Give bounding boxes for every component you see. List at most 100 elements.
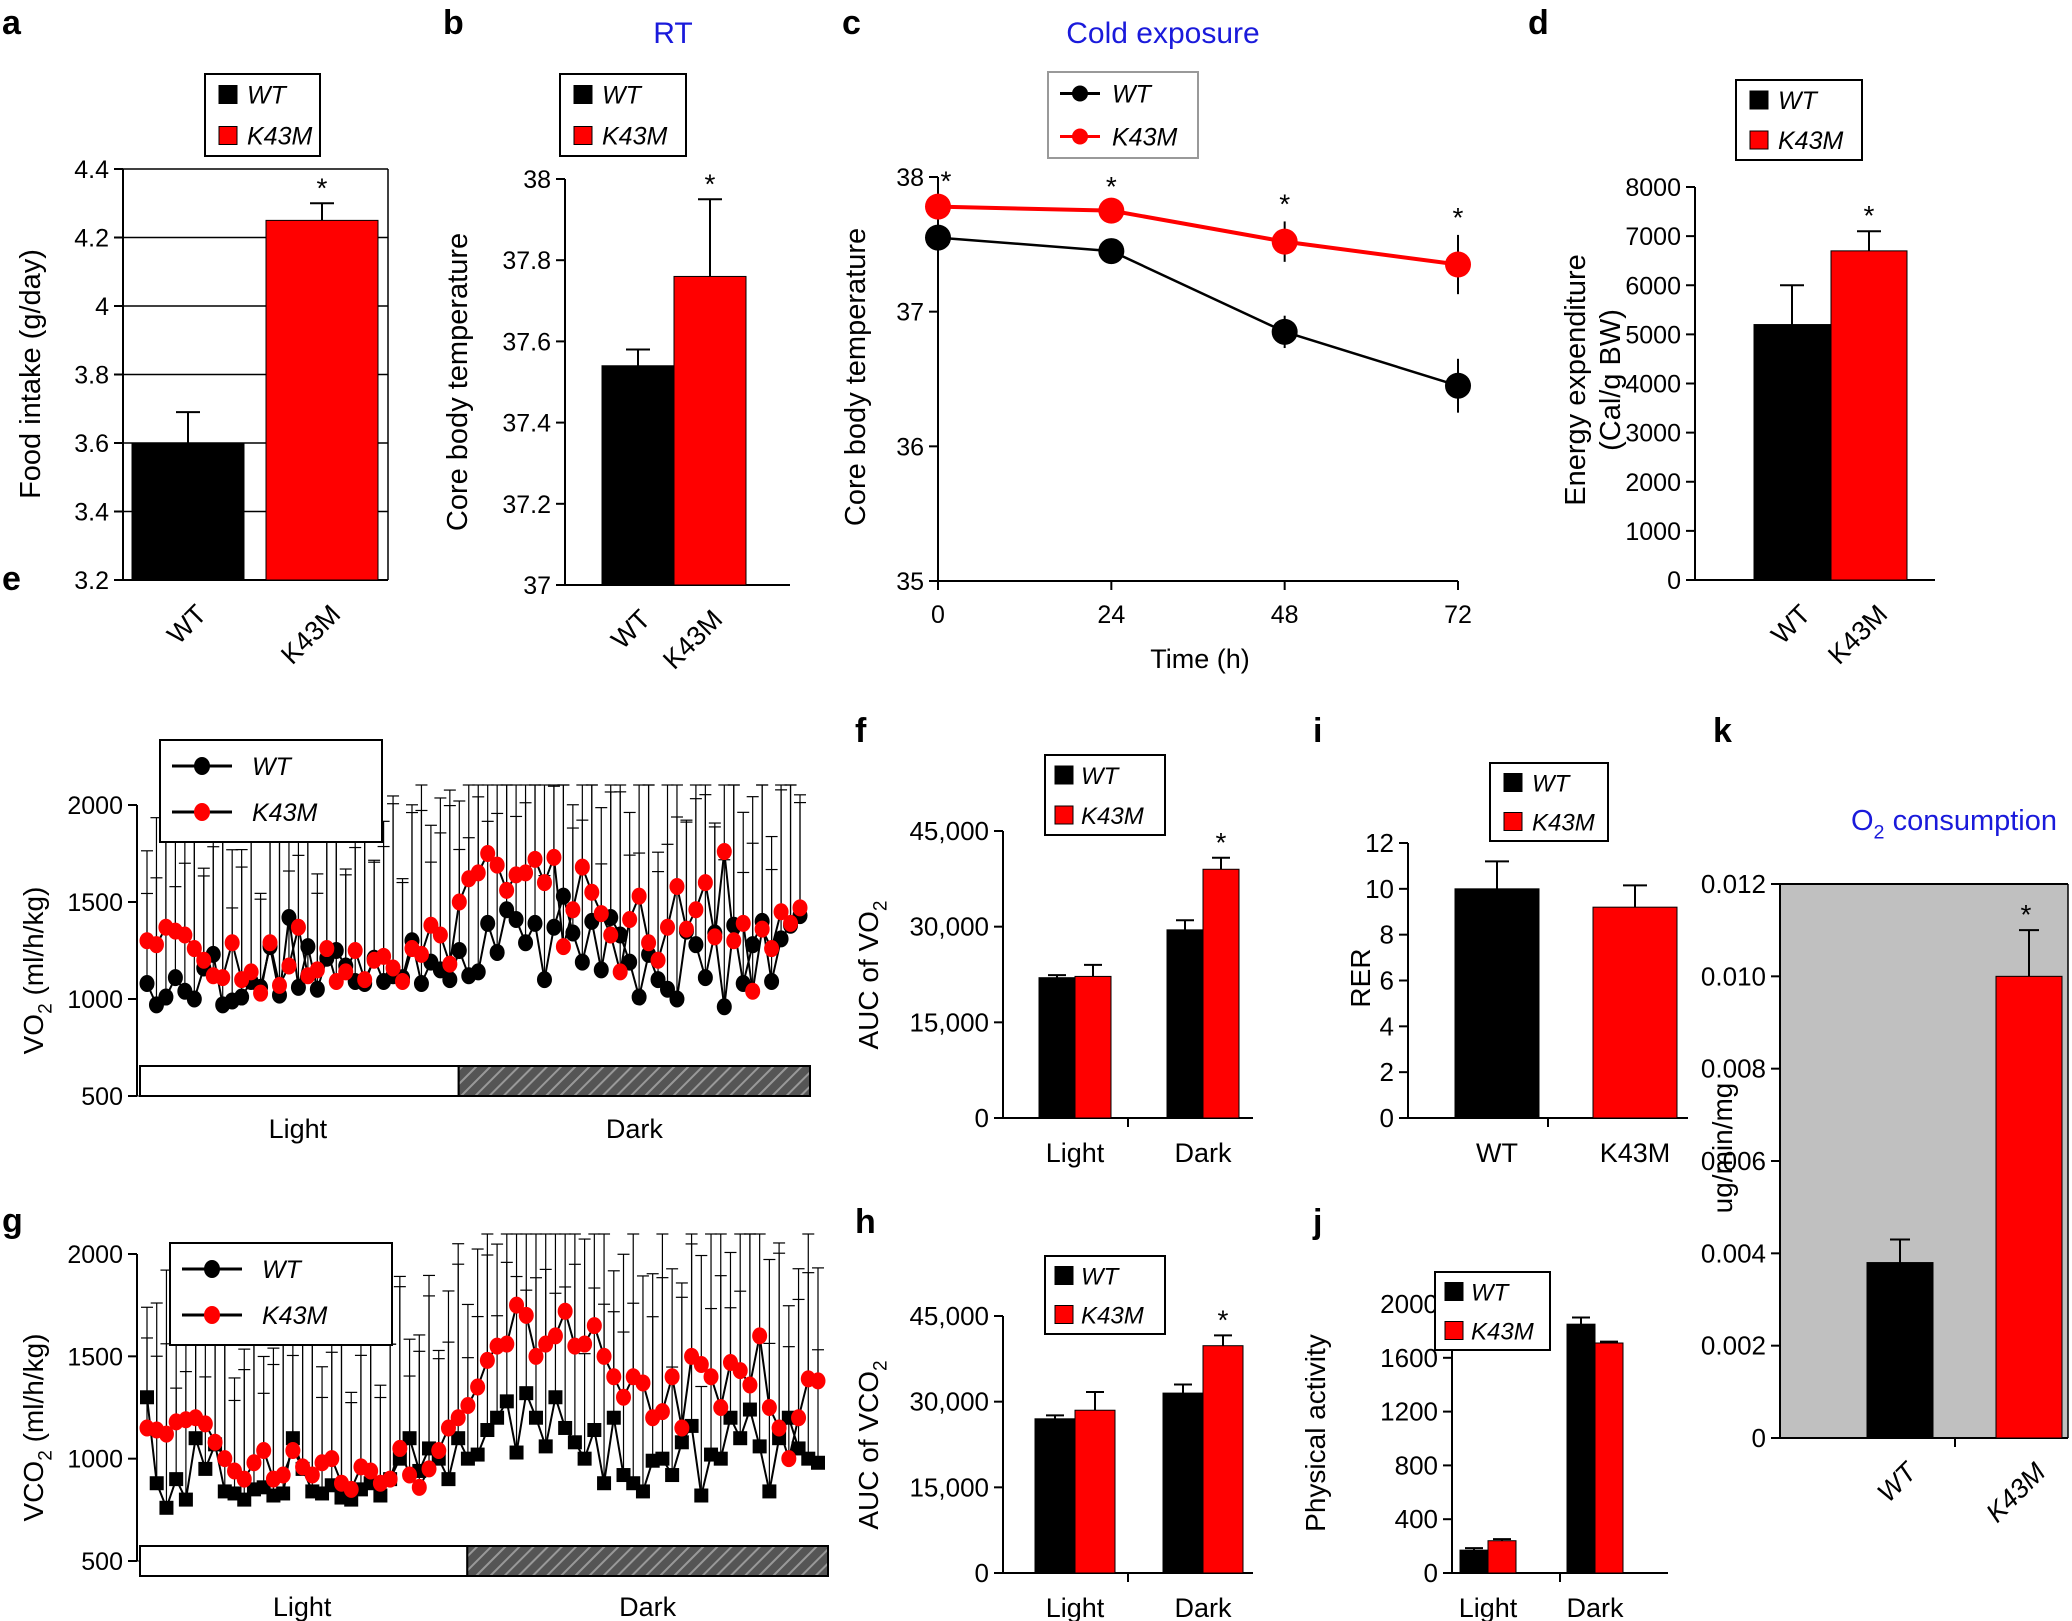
data-point-k43m <box>622 910 638 928</box>
panel-label: k <box>1713 712 1732 750</box>
data-point-wt <box>665 1468 680 1483</box>
y-tick-label: 0.006 <box>1701 1146 1766 1176</box>
y-tick-label: 1000 <box>1625 518 1681 546</box>
x-tick-label: Dark <box>1174 1138 1232 1168</box>
data-point-k43m <box>246 1454 262 1472</box>
data-point-k43m <box>771 1419 787 1437</box>
data-point-k43m <box>754 920 770 938</box>
y-tick-label: 800 <box>1395 1450 1438 1480</box>
data-point-k43m <box>186 940 202 958</box>
data-point-k43m <box>518 864 534 882</box>
y-axis-title: Core body temperature <box>442 233 474 531</box>
y-tick-label: 30,000 <box>909 1387 989 1417</box>
bar-wt-dark <box>1162 1392 1204 1574</box>
data-point-k43m <box>499 1335 515 1353</box>
data-point-k43m <box>669 877 685 895</box>
data-point-k43m <box>735 914 751 932</box>
data-point-wt <box>167 969 183 987</box>
legend-wt-marker <box>1072 85 1088 102</box>
data-point-wt <box>178 1492 193 1507</box>
data-point-wt <box>290 978 306 996</box>
legend-k43m-label: K43M <box>1081 803 1144 830</box>
x-tick-label: K43M <box>1600 1138 1671 1168</box>
data-point-k43m <box>761 1399 777 1416</box>
y-axis-title: VCO2 (ml/h/kg) <box>18 1334 56 1522</box>
legend-wt-marker <box>204 1260 220 1278</box>
bar-k43m-light <box>1074 975 1112 1119</box>
data-point-wt <box>149 1476 164 1491</box>
data-point-wt <box>548 1390 563 1405</box>
y-axis-title-main: AUC of VCO <box>853 1371 884 1530</box>
y-tick-label: 45,000 <box>909 1301 989 1331</box>
y-tick-label: 1000 <box>67 986 123 1014</box>
data-point-k43m <box>791 1409 807 1427</box>
data-point-k43m <box>606 1368 622 1386</box>
data-point-k43m <box>1445 251 1471 278</box>
legend-wt-label: WT <box>247 82 288 110</box>
y-tick-label: 15,000 <box>909 1007 989 1037</box>
data-point-k43m <box>442 955 458 973</box>
data-point-k43m <box>489 856 505 874</box>
significance-star: * <box>2021 899 2032 930</box>
data-point-k43m <box>635 1374 651 1392</box>
data-point-k43m <box>781 1450 797 1468</box>
data-point-k43m <box>480 845 496 862</box>
data-point-k43m <box>528 1347 544 1365</box>
legend-wt-swatch <box>1054 765 1074 785</box>
significance-star: * <box>317 172 328 203</box>
data-point-k43m <box>546 848 562 866</box>
significance-star: * <box>705 168 716 199</box>
data-point-wt <box>764 973 780 991</box>
bar-k43m <box>265 219 379 581</box>
legend-box <box>1047 71 1199 159</box>
data-point-wt <box>688 936 704 954</box>
data-point-wt <box>480 914 496 932</box>
y-tick-label: 38 <box>896 164 924 192</box>
y-tick-label: 2000 <box>1625 469 1681 497</box>
data-point-k43m <box>451 893 467 911</box>
data-point-k43m <box>479 1351 495 1369</box>
light-period-bar <box>139 1065 460 1097</box>
light-period-bar <box>139 1545 469 1577</box>
data-point-wt <box>587 1423 602 1438</box>
data-point-k43m <box>236 1470 252 1488</box>
data-point-k43m <box>207 1433 223 1451</box>
y-tick-label: 8 <box>1380 920 1394 950</box>
y-tick-label: 0.004 <box>1701 1238 1766 1268</box>
data-point-k43m <box>660 918 676 936</box>
y-axis-title: AUC of VCO2 <box>853 1360 891 1529</box>
data-point-k43m <box>783 914 799 932</box>
significance-star: * <box>1106 171 1117 202</box>
y-tick-label: 0 <box>1667 567 1681 595</box>
y-tick-label: 0 <box>1752 1423 1766 1453</box>
y-axis-title-rest: (ml/h/kg) <box>18 1334 49 1451</box>
legend-k43m-label: K43M <box>252 799 317 827</box>
data-point-wt <box>694 1488 709 1503</box>
data-point-k43m <box>1271 228 1298 255</box>
x-tick-label: 0 <box>931 601 945 629</box>
bar-wt-dark <box>1166 929 1204 1119</box>
data-point-k43m <box>324 1450 340 1468</box>
legend-wt-label: WT <box>1081 1264 1121 1291</box>
data-point-k43m <box>402 1466 418 1484</box>
data-point-k43m <box>577 1335 593 1353</box>
y-tick-label: 500 <box>81 1083 123 1111</box>
y-tick-label: 0 <box>1424 1558 1438 1588</box>
panel-label: f <box>855 712 867 750</box>
data-point-wt <box>451 942 467 959</box>
legend-wt-swatch <box>218 85 238 104</box>
panel-label: c <box>842 4 861 42</box>
y-tick-label: 4000 <box>1625 371 1681 399</box>
data-point-k43m <box>509 1296 525 1314</box>
y-tick-label: 3.6 <box>74 430 109 458</box>
x-tick-label: WT <box>605 604 656 655</box>
data-point-k43m <box>285 1441 301 1459</box>
data-point-wt <box>546 918 562 936</box>
y-tick-label: 1200 <box>1380 1397 1438 1427</box>
data-point-k43m <box>574 858 590 876</box>
data-point-wt <box>186 990 202 1008</box>
significance-star: * <box>1216 827 1227 858</box>
legend-wt-label: WT <box>1112 81 1153 109</box>
legend-wt-swatch <box>1503 773 1523 792</box>
